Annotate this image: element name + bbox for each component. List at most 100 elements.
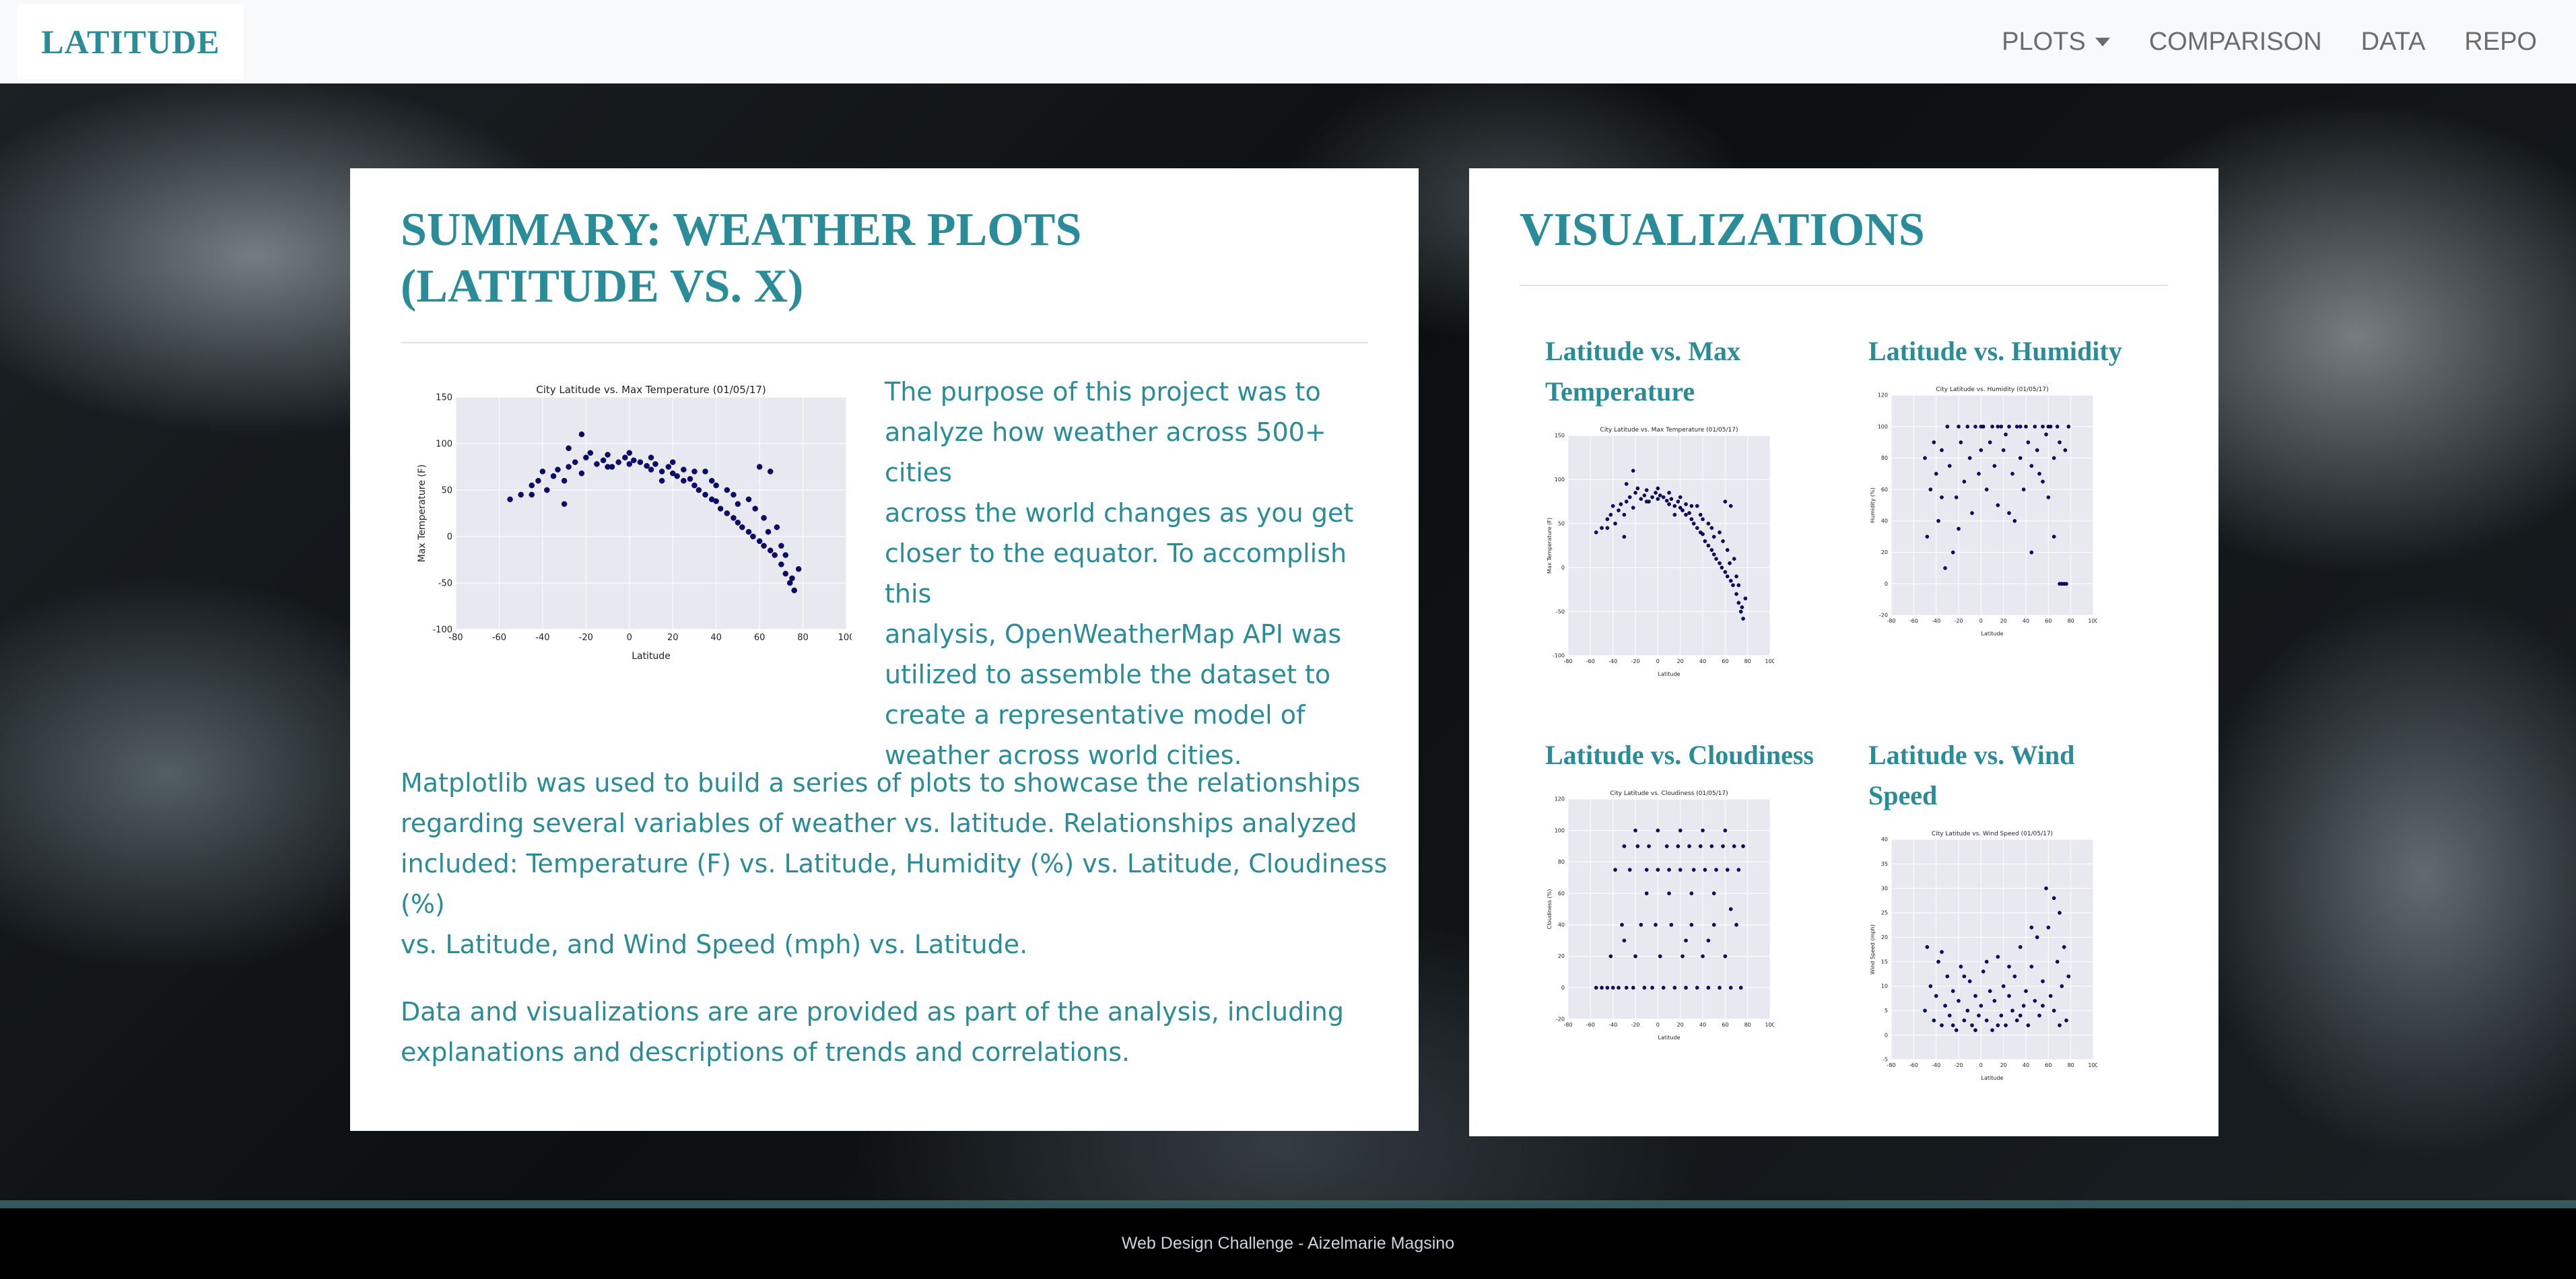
nav-links: PLOTS COMPARISON DATA REPO xyxy=(2002,0,2537,83)
data-point xyxy=(2062,945,2066,949)
data-point xyxy=(1720,565,1724,570)
data-point xyxy=(1706,521,1711,526)
data-point xyxy=(713,482,719,489)
data-point xyxy=(1617,986,1621,990)
visualizations-title: VISUALIZATIONS xyxy=(1520,204,1925,256)
cloudiness-thumbnail[interactable]: -80 -60 -40 -20 0 20 40 60 80 100 -20 0 20 40 60 80 100 1… xyxy=(1545,790,1774,1042)
y-tick-label: 0 xyxy=(447,532,452,542)
data-point xyxy=(652,461,658,467)
x-tick-label: 80 xyxy=(797,633,809,643)
intro-line: analyze how weather across 500+ cities xyxy=(885,417,1326,487)
data-point xyxy=(2052,1008,2056,1013)
y-tick-label: 120 xyxy=(1878,392,1888,399)
viz-cloudiness-link[interactable]: Latitude vs. Cloudiness xyxy=(1545,735,1868,775)
data-point xyxy=(767,547,774,553)
data-point xyxy=(2066,974,2071,979)
data-point xyxy=(1721,539,1725,543)
data-point xyxy=(2026,1023,2031,1027)
temperature-thumbnail[interactable]: -80 -60 -40 -20 0 20 40 60 80 100 -100 -50 0 50 100 150… xyxy=(1545,426,1774,679)
data-point xyxy=(2052,534,2056,539)
data-point xyxy=(795,566,802,572)
data-point xyxy=(1947,464,1952,468)
data-point xyxy=(1741,844,1745,848)
data-point xyxy=(750,533,756,540)
data-point xyxy=(2046,925,2051,930)
data-point xyxy=(622,454,628,460)
x-tick-label: 60 xyxy=(754,633,766,643)
data-point xyxy=(2004,432,2008,437)
viz-wind-speed-link[interactable]: Latitude vs. Wind Speed xyxy=(1868,735,2151,816)
data-point xyxy=(1633,954,1637,959)
data-point xyxy=(2035,935,2039,940)
data-point xyxy=(1594,986,1598,990)
para3-line: Data and visualizations are are provided… xyxy=(401,997,1344,1027)
nav-repo[interactable]: REPO xyxy=(2464,27,2537,56)
data-point xyxy=(2004,1023,2008,1027)
intro-line: The purpose of this project was to xyxy=(885,377,1321,407)
data-point xyxy=(561,477,568,484)
x-tick-label: 40 xyxy=(1699,658,1706,664)
data-point xyxy=(2033,998,2037,1003)
data-point xyxy=(1945,424,1950,429)
data-point xyxy=(2044,886,2048,891)
data-point xyxy=(1967,456,1972,460)
chart-title: City Latitude vs. Wind Speed (01/05/17) xyxy=(1932,831,2053,837)
viz-humidity-link[interactable]: Latitude vs. Humidity xyxy=(1868,331,2192,372)
data-point xyxy=(1925,945,1930,949)
footer-credit: Web Design Challenge - Aizelmarie Magsin… xyxy=(1121,1234,1455,1253)
y-axis-label: Cloudiness (%) xyxy=(1547,889,1553,930)
data-point xyxy=(1658,954,1662,959)
x-tick-label: 20 xyxy=(667,633,679,643)
data-point xyxy=(2041,1004,2045,1008)
data-point xyxy=(1711,552,1716,557)
data-point xyxy=(1718,561,1722,565)
data-point xyxy=(724,487,731,493)
data-point xyxy=(1741,617,1745,621)
data-point xyxy=(1973,1028,1977,1033)
x-tick-label: 100 xyxy=(838,633,852,643)
humidity-thumbnail[interactable]: -80 -60 -40 -20 0 20 40 60 80 100 -20 0 20 40 60 80 100 1… xyxy=(1868,386,2097,638)
data-point xyxy=(1979,424,1984,429)
data-point xyxy=(1725,574,1730,579)
x-tick-label: 0 xyxy=(1979,1062,1983,1068)
data-point xyxy=(1973,424,1977,429)
y-tick-label: -20 xyxy=(1879,613,1888,619)
data-point xyxy=(2029,464,2034,468)
data-point xyxy=(1943,1004,1947,1008)
data-point xyxy=(2064,582,2068,586)
nav-comparison[interactable]: COMPARISON xyxy=(2148,27,2322,56)
nav-plots-dropdown[interactable]: PLOTS xyxy=(2002,28,2110,57)
data-point xyxy=(1736,600,1741,605)
data-point xyxy=(2010,471,2014,476)
data-point xyxy=(1656,828,1660,833)
data-point xyxy=(696,487,702,493)
data-point xyxy=(1936,519,1940,523)
summary-intro: The purpose of this project was to analy… xyxy=(885,372,1396,775)
data-point xyxy=(1678,868,1683,872)
brand-logo[interactable]: LATITUDE xyxy=(18,4,244,79)
para2-line: regarding several variables of weather v… xyxy=(401,808,1357,838)
data-point xyxy=(1647,844,1651,848)
y-tick-label: 30 xyxy=(1881,885,1888,891)
data-point xyxy=(789,575,795,582)
data-point xyxy=(1957,526,1961,531)
data-point xyxy=(2046,495,2051,499)
data-point xyxy=(669,459,676,465)
para2-line: included: Temperature (F) vs. Latitude, … xyxy=(401,849,1388,919)
data-point xyxy=(1928,487,1933,491)
data-point xyxy=(1622,844,1627,848)
wind-speed-thumbnail[interactable]: -80 -60 -40 -20 0 20 40 60 80 100 -5 0 5 10 15 20 25 30 35… xyxy=(1868,830,2097,1082)
data-point xyxy=(1631,506,1635,510)
data-point xyxy=(1728,561,1732,565)
nav-data[interactable]: DATA xyxy=(2361,27,2426,56)
plot-area xyxy=(456,397,846,629)
data-point xyxy=(1728,504,1733,508)
x-tick-label: -40 xyxy=(1932,618,1940,624)
x-tick-label: 60 xyxy=(2045,1062,2052,1068)
data-point xyxy=(1706,543,1711,548)
data-point xyxy=(1635,486,1640,491)
data-point xyxy=(724,510,731,516)
viz-temperature-link[interactable]: Latitude vs. Max Temperature xyxy=(1545,331,1828,412)
data-point xyxy=(756,538,763,545)
data-point xyxy=(778,543,784,549)
